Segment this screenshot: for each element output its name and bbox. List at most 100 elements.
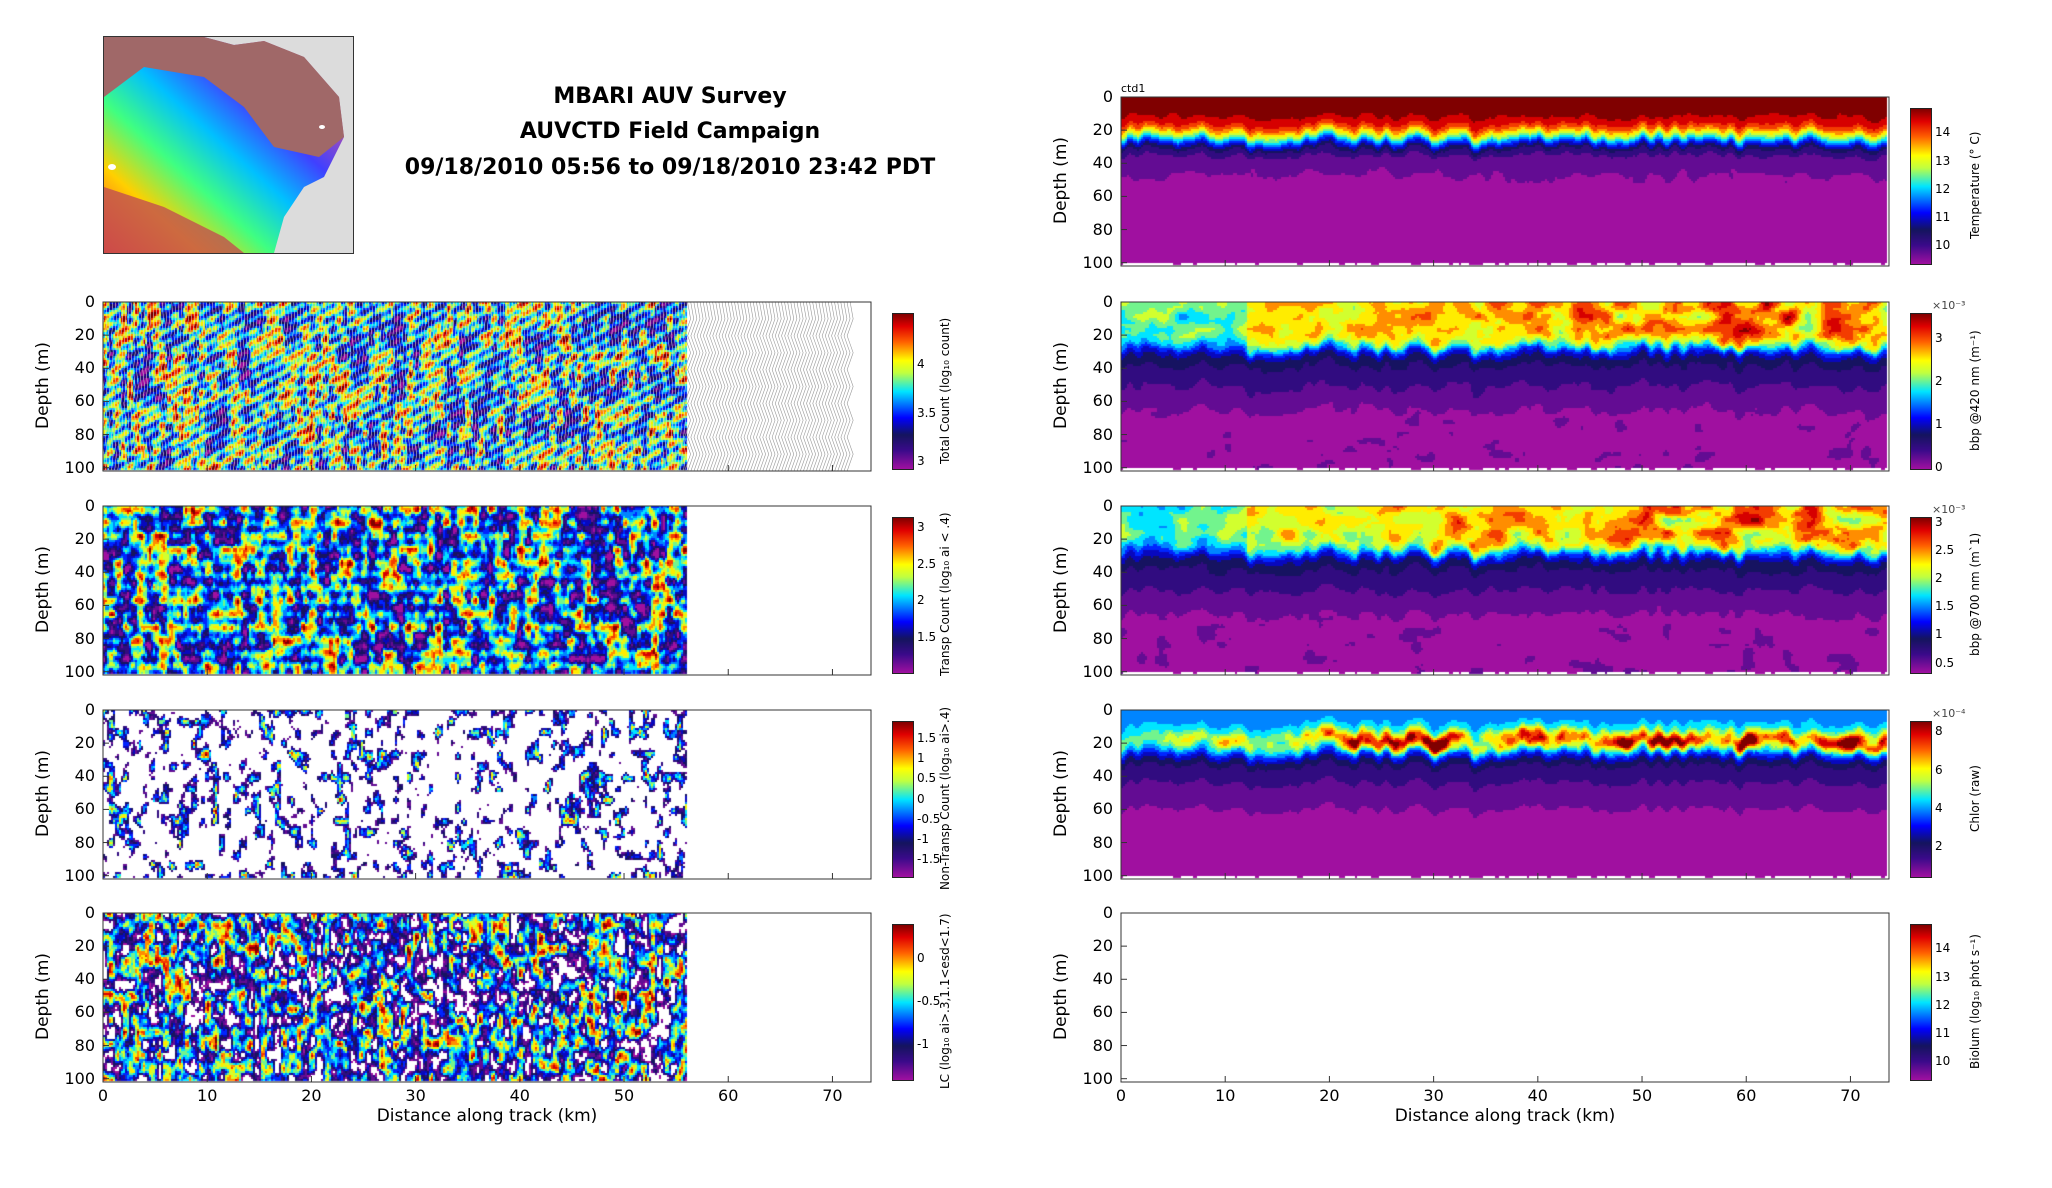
y-axis-label: Depth (m) <box>1051 136 1071 224</box>
auv-track-line <box>709 301 716 472</box>
heatmap-field-bbp700 <box>1121 506 1889 675</box>
auv-track-line <box>517 301 520 472</box>
auv-track-line <box>718 301 726 472</box>
auv-track-line <box>436 301 439 472</box>
auv-track-line <box>226 301 230 472</box>
auv-track-line <box>261 301 264 472</box>
auv-track-line <box>796 301 804 472</box>
auv-track-line <box>164 301 167 472</box>
auv-track-line <box>455 301 458 472</box>
auv-track-line <box>283 301 286 472</box>
auv-track-line <box>570 301 574 472</box>
colorbar-tick-label: 12 <box>1935 181 1951 196</box>
auv-track-line <box>731 301 738 472</box>
y-tick-label: 100 <box>1082 252 1113 272</box>
y-tick-label: 0 <box>1102 496 1113 515</box>
y-tick-label: 0 <box>1102 87 1113 106</box>
x-tick-label: 0 <box>97 1086 109 1105</box>
colorbar-tick-label: 0 <box>1935 460 1943 474</box>
auv-track-line <box>317 301 320 472</box>
auv-track-line <box>831 301 838 472</box>
axes-box <box>1120 301 1890 472</box>
auv-track-line <box>311 301 314 472</box>
auv-track-line <box>508 301 511 472</box>
auv-track-line <box>617 301 620 472</box>
axes-bbp420 <box>1120 301 1890 472</box>
auv-track-line <box>214 301 217 472</box>
auv-track-line <box>746 301 754 472</box>
auv-track-line <box>367 301 370 472</box>
auv-track-line <box>176 301 180 472</box>
x-tick-label: 20 <box>1319 1086 1340 1105</box>
colorbar-tick-label: 0 <box>917 950 925 965</box>
colorbar-tick-label: 8 <box>1935 724 1943 739</box>
axes-transp-count <box>102 505 872 676</box>
auv-track-line <box>673 301 677 472</box>
colorbar-tick-label: -1.5 <box>917 851 941 866</box>
auv-track-line <box>186 301 189 472</box>
auv-track-line <box>389 301 392 472</box>
auv-track-line <box>498 301 502 472</box>
auv-track-line <box>233 301 236 472</box>
plot-panel-chlor: 0 20 40 60 80 100 Depth (m) 2 4 6 8 ×10⁻⁴ Chlor (raw… <box>1051 700 1982 885</box>
auv-track-line <box>706 301 713 472</box>
y-tick-label: 20 <box>1092 733 1113 753</box>
axes-box <box>102 505 872 676</box>
auv-track-line <box>670 301 674 472</box>
auv-track-line <box>339 301 342 472</box>
y-axis-label: Depth (m) <box>33 341 53 429</box>
plot-panel-biolum: 0 20 40 60 80 100 0 10 20 30 40 50 60 70 Distance alon… <box>1051 903 1982 1126</box>
auv-track-line <box>608 301 611 472</box>
y-tick-label: 40 <box>1092 358 1113 378</box>
x-axis-label: Distance along track (km) <box>1394 1106 1616 1126</box>
auv-track-line <box>208 301 211 472</box>
colorbar-tick-label: 12 <box>1935 997 1951 1012</box>
auv-track-line <box>743 301 751 472</box>
y-tick-label: 20 <box>74 529 95 549</box>
auv-track-line <box>433 301 436 472</box>
auv-track-line <box>445 301 449 472</box>
colorbar-label: Chlor (raw) <box>1968 765 1982 832</box>
auv-track-line <box>642 301 645 472</box>
auv-track-line <box>774 301 782 472</box>
y-axis-label: Depth (m) <box>1051 952 1071 1040</box>
auv-track-line <box>345 301 348 472</box>
auv-track-line <box>595 301 599 472</box>
auv-track-line <box>426 301 430 472</box>
y-axis-label: Depth (m) <box>33 952 53 1040</box>
heatmap-field-transp-count <box>103 506 871 675</box>
colorbar-tick-label: 1.5 <box>917 731 937 746</box>
auv-track-line <box>806 301 813 472</box>
auv-track-line <box>696 301 704 472</box>
x-tick-label: 70 <box>1840 1086 1861 1105</box>
colorbar-tick-label: 2 <box>1935 373 1943 388</box>
auv-track-line <box>677 301 680 472</box>
y-tick-label: 20 <box>74 936 95 956</box>
auv-track-line <box>205 301 208 472</box>
auv-track-line <box>539 301 542 472</box>
auv-track-line <box>373 301 377 472</box>
auv-track-line <box>223 301 227 472</box>
y-axis-label: Depth (m) <box>1051 341 1071 429</box>
colorbar-tick-label: 4 <box>917 357 925 372</box>
auv-track-line <box>605 301 608 472</box>
auv-track-line <box>464 301 467 472</box>
auv-track-line <box>451 301 455 472</box>
y-tick-label: 60 <box>1092 799 1113 819</box>
auv-track-line <box>552 301 555 472</box>
auv-track-line <box>251 301 255 472</box>
auv-track-line <box>520 301 524 472</box>
auv-track-line <box>598 301 602 472</box>
colorbar-label: bbp @700 nm (m`1) <box>1968 532 1982 657</box>
auv-track-line <box>408 301 411 472</box>
auv-track-line <box>108 301 111 472</box>
auv-track-line <box>473 301 477 472</box>
y-tick-label: 60 <box>74 595 95 615</box>
colorbar-exponent-label: ×10⁻³ <box>1932 299 1966 312</box>
auv-track-line <box>323 301 327 472</box>
auv-track-line <box>154 301 158 472</box>
plot-panel-nontransp-count: 0 20 40 60 80 100 Depth (m) -1.5 -1 -0.5 0 0.5 1 1.5 N… <box>33 700 952 890</box>
x-tick-label: 10 <box>197 1086 218 1105</box>
auv-track-line <box>633 301 636 472</box>
auv-track-line <box>161 301 164 472</box>
